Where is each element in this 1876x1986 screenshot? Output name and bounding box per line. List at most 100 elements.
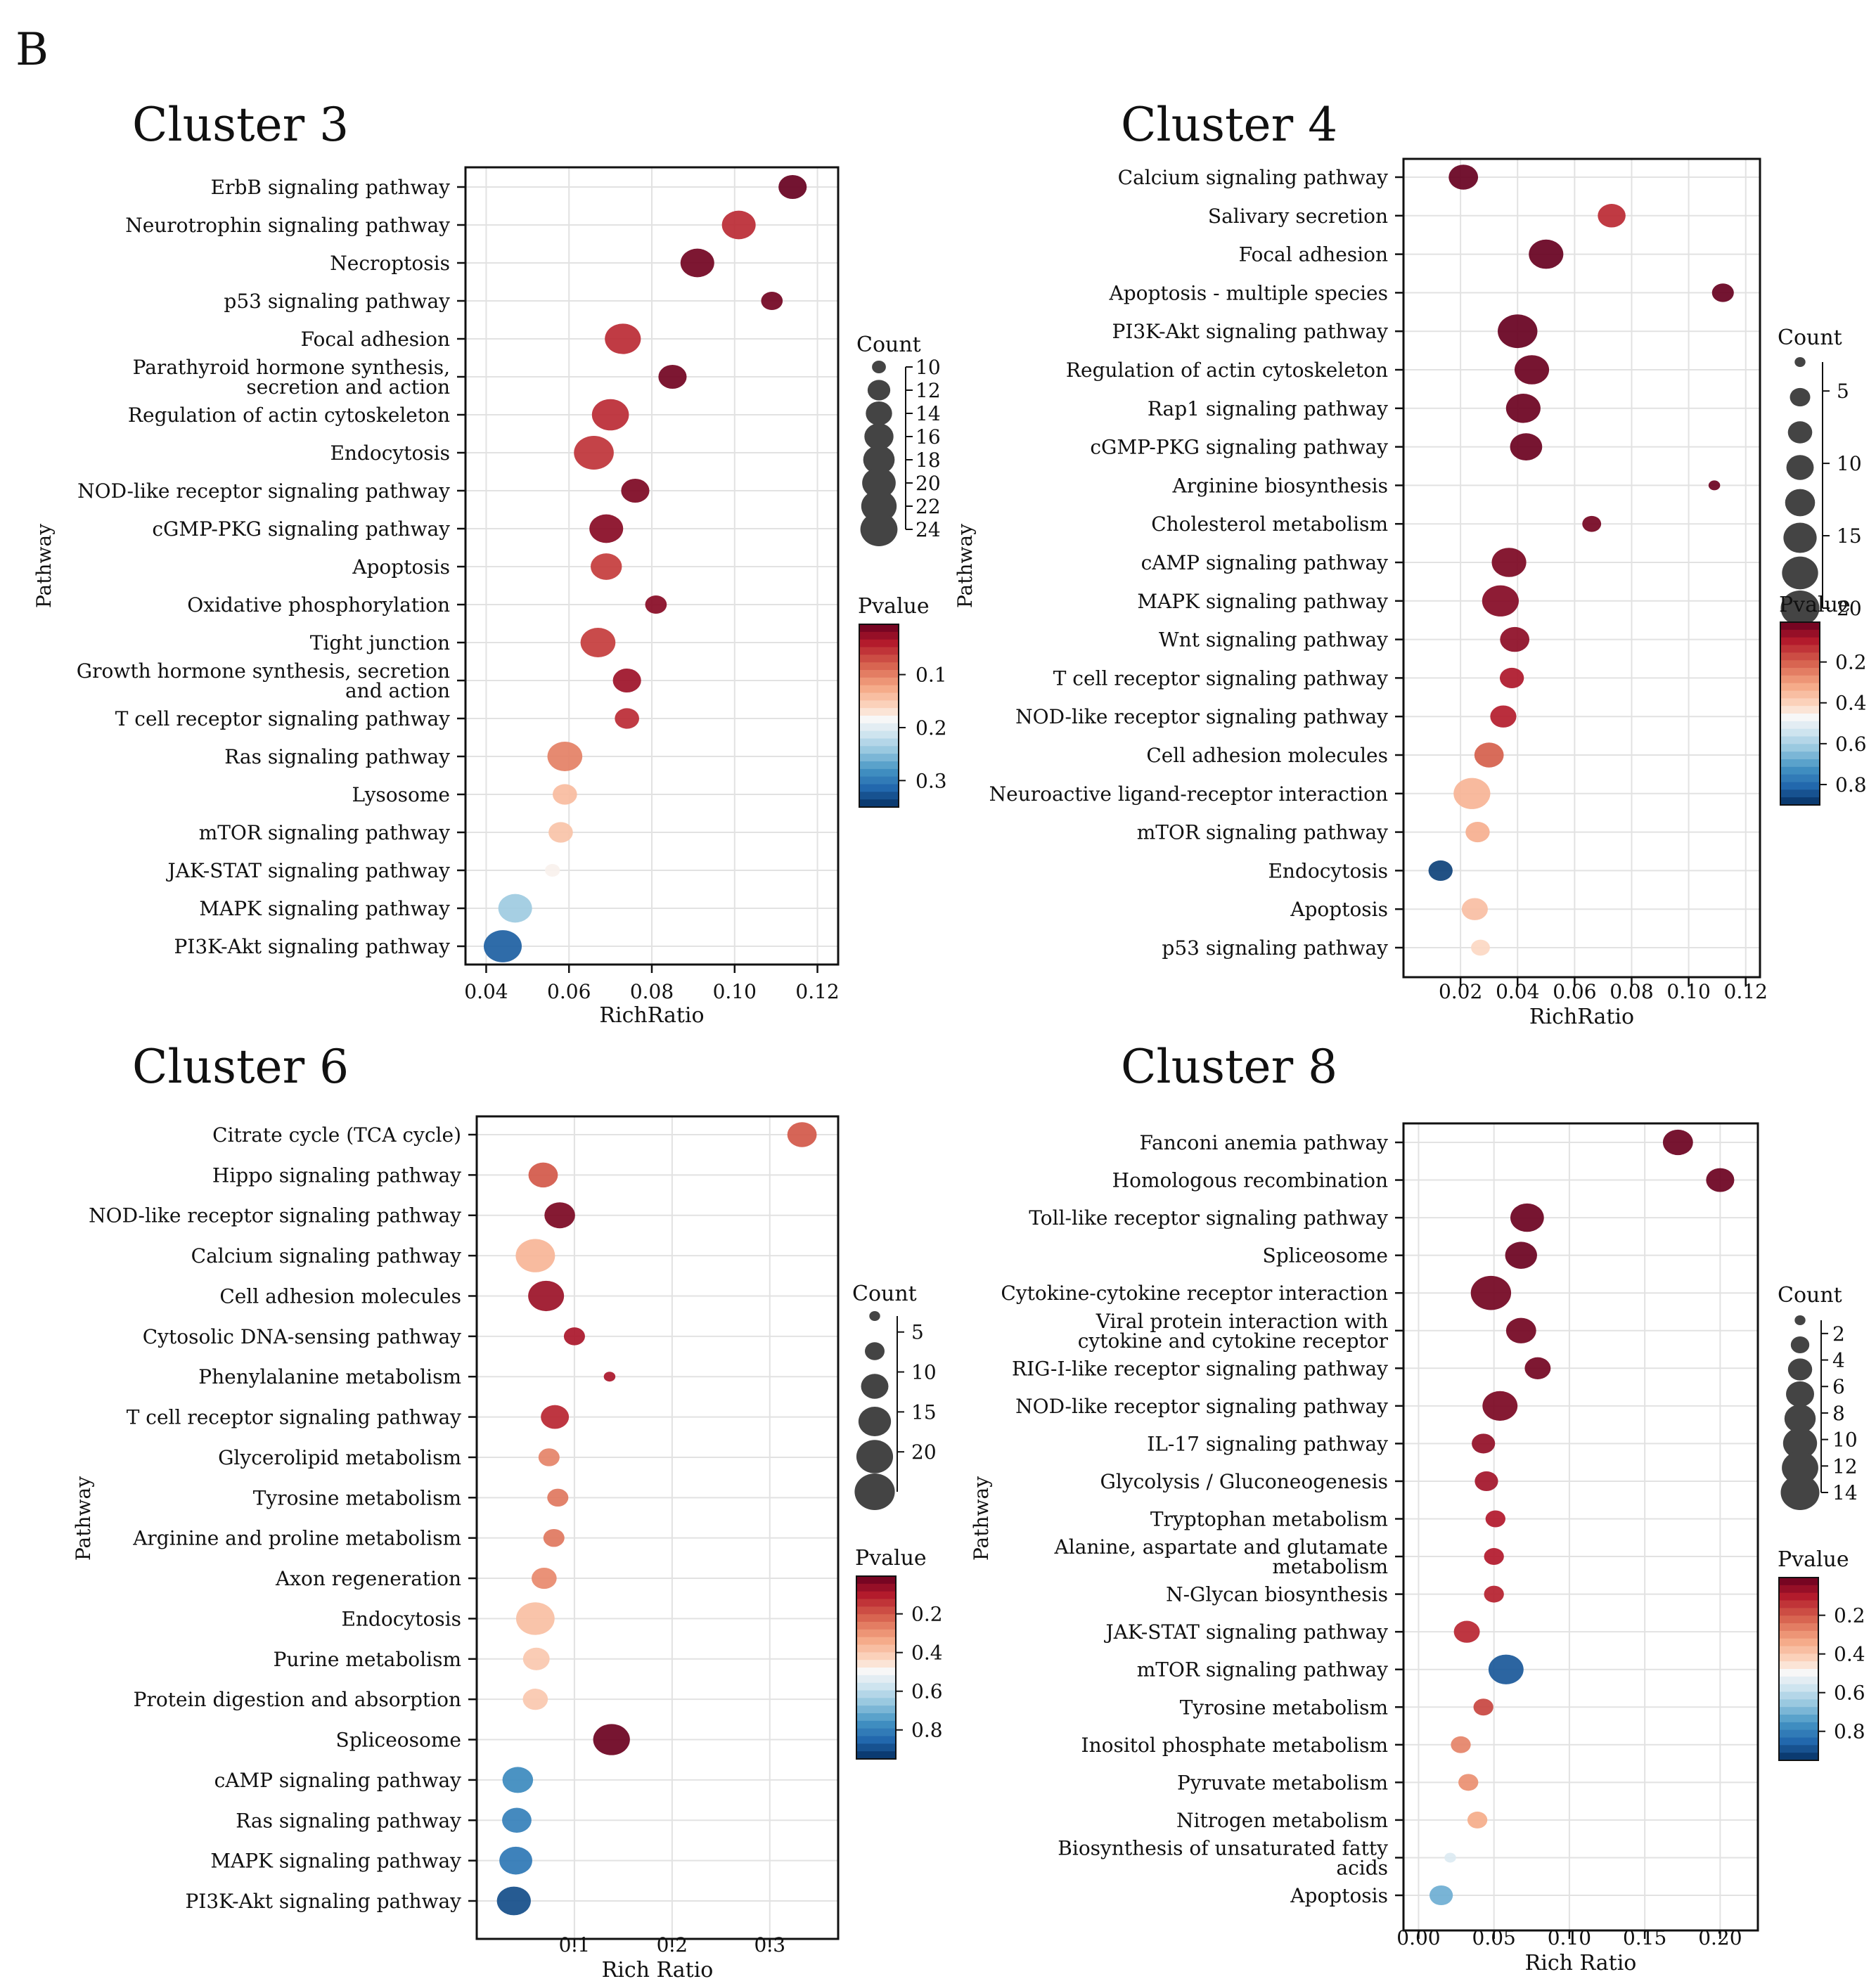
data-point [645, 595, 667, 614]
count-legend-marker [869, 1311, 880, 1321]
pathway-label: T cell receptor signaling pathway [127, 1406, 461, 1429]
colorbar-segment [856, 1743, 896, 1753]
pathway-label: Hippo signaling pathway [212, 1163, 461, 1187]
panel-title: Cluster 3 [132, 98, 349, 152]
colorbar-segment [859, 768, 899, 778]
colorbar-tick-label: 0.2 [915, 716, 947, 740]
pathway-label: Regulation of actin cytoskeleton [1066, 359, 1388, 382]
pathway-label: RIG-I-like receptor signaling pathway [1012, 1357, 1388, 1380]
count-legend-title: Count [1778, 1283, 1842, 1308]
colorbar-segment [1780, 789, 1820, 799]
colorbar-segment [859, 655, 899, 664]
pathway-label: Pyruvate metabolism [1177, 1771, 1388, 1794]
colorbar-segment [1779, 1638, 1818, 1647]
pathway-label: cAMP signaling pathway [214, 1769, 462, 1792]
count-legend-label: 22 [915, 495, 941, 518]
count-legend-label: 10 [1837, 452, 1862, 475]
count-legend-label: 18 [915, 449, 941, 472]
colorbar-segment [856, 1751, 896, 1760]
count-legend-label: 10 [1832, 1429, 1858, 1452]
count-legend-title: Count [856, 333, 921, 357]
colorbar-segment [1779, 1707, 1818, 1715]
pathway-label: Inositol phosphate metabolism [1081, 1734, 1388, 1757]
data-point [1505, 393, 1541, 423]
x-tick-label: 0.06 [547, 980, 591, 1003]
pathway-label: Ras signaling pathway [236, 1809, 461, 1832]
colorbar-segment [1779, 1661, 1818, 1670]
colorbar-segment [1780, 652, 1820, 662]
data-point [1711, 283, 1734, 302]
x-tick-label: 0.04 [1496, 980, 1539, 1003]
panel-0: Cluster 3 0.04 0.06 0.08 0.10 0.12 ErbB signal… [32, 98, 947, 1028]
x-axis-label: Rich Ratio [1525, 1951, 1637, 1975]
count-legend-marker [872, 361, 886, 373]
pathway-label: Cytokine-cytokine receptor interaction [1001, 1282, 1388, 1305]
data-point [483, 930, 522, 962]
colorbar-segment [1779, 1592, 1818, 1601]
pathway-label: Oxidative phosphorylation [187, 593, 450, 617]
data-point [1582, 515, 1602, 532]
x-tick-label: 0.08 [630, 980, 674, 1003]
count-legend-marker [1794, 1315, 1806, 1325]
pathway-label: Neurotrophin signaling pathway [125, 214, 450, 237]
x-axis-label: Rich Ratio [602, 1958, 714, 1982]
count-legend-title: Count [852, 1282, 917, 1306]
count-legend-marker [858, 1406, 892, 1437]
colorbar-segment [859, 738, 899, 747]
pathway-label: Necroptosis [330, 252, 450, 275]
colorbar-frame [1778, 1577, 1819, 1761]
count-legend-marker [1782, 556, 1818, 590]
pvalue-legend-title: Pvalue [1779, 593, 1851, 617]
data-point [778, 174, 807, 200]
colorbar-segment [856, 1591, 896, 1600]
pathway-label: Parathyroid hormone synthesis, [133, 356, 450, 379]
data-point [528, 1162, 558, 1188]
colorbar-segment [856, 1652, 896, 1661]
count-legend-title: Count [1778, 325, 1842, 350]
colorbar-segment [859, 639, 899, 648]
colorbar-tick-label: 0.8 [1834, 1720, 1865, 1743]
data-point [1510, 433, 1543, 460]
colorbar-frame [859, 624, 899, 808]
count-legend-marker [867, 380, 891, 401]
pathway-label: Cell adhesion molecules [219, 1284, 461, 1308]
count-legend-marker [864, 1342, 885, 1360]
data-point [563, 1327, 585, 1346]
plot-frame [475, 1115, 840, 1940]
pathway-label: mTOR signaling pathway [1137, 821, 1388, 844]
count-legend-marker [1794, 357, 1806, 367]
panel-title: Cluster 8 [1121, 1040, 1337, 1094]
colorbar-segment [1779, 1578, 1818, 1586]
data-point [621, 478, 650, 503]
data-point [502, 1807, 532, 1833]
colorbar-segment [859, 631, 899, 640]
colorbar-segment [856, 1698, 896, 1707]
data-point [499, 1846, 532, 1875]
colorbar-segment [1780, 759, 1820, 768]
colorbar-segment [856, 1637, 896, 1646]
colorbar-segment [1779, 1600, 1818, 1609]
colorbar-tick-label: 0.2 [1834, 1604, 1865, 1627]
plot-frame [1402, 1122, 1759, 1932]
count-legend-label: 20 [911, 1440, 937, 1464]
colorbar-segment [1779, 1646, 1818, 1655]
pathway-label: Salivary secretion [1208, 205, 1388, 228]
y-axis-label: Pathway [72, 1476, 95, 1561]
x-tick-label: 0.02 [1439, 980, 1482, 1003]
pathway-label: secretion and action [246, 375, 450, 399]
colorbar-frame [856, 1575, 897, 1760]
data-point [538, 1448, 560, 1466]
pathway-label: PI3K-Akt signaling pathway [185, 1890, 461, 1913]
pathway-label: Glycerolipid metabolism [218, 1446, 461, 1469]
pathway-label: Wnt signaling pathway [1159, 628, 1388, 652]
colorbar-segment [859, 792, 899, 801]
data-point [1484, 1548, 1504, 1566]
x-tick-label: 0.2 [657, 1933, 688, 1956]
colorbar-tick-label: 0.4 [1834, 1643, 1865, 1666]
count-legend-label: 5 [1837, 380, 1849, 403]
y-axis-label: Pathway [32, 524, 56, 608]
colorbar-segment [1779, 1623, 1818, 1632]
panel-title: Cluster 4 [1121, 98, 1337, 152]
x-tick-label: 0.3 [754, 1933, 785, 1956]
